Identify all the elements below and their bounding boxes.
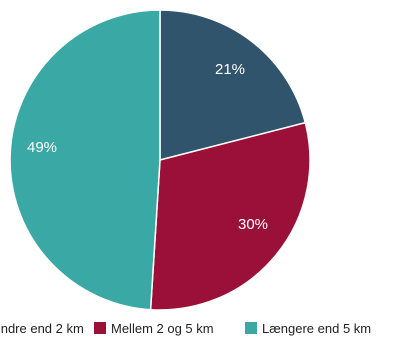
pie-slices — [9, 9, 311, 311]
slice-label-3: 49% — [27, 139, 57, 156]
pie-slice-1 — [159, 9, 307, 161]
legend-label-1: Mindre end 2 km — [0, 321, 84, 336]
pie-slice-3 — [9, 9, 161, 311]
pie-slice-2 — [149, 121, 311, 311]
legend: Mindre end 2 km Mellem 2 og 5 km Længere… — [0, 321, 371, 336]
legend-label-2: Mellem 2 og 5 km — [111, 321, 214, 336]
legend-swatch-3 — [245, 322, 257, 334]
legend-swatch-2 — [94, 322, 106, 334]
legend-label-3: Længere end 5 km — [262, 321, 371, 336]
pie-slice-labels: 21% 30% 49% — [27, 61, 268, 233]
slice-label-2: 30% — [238, 216, 268, 233]
slice-label-1: 21% — [215, 61, 245, 78]
